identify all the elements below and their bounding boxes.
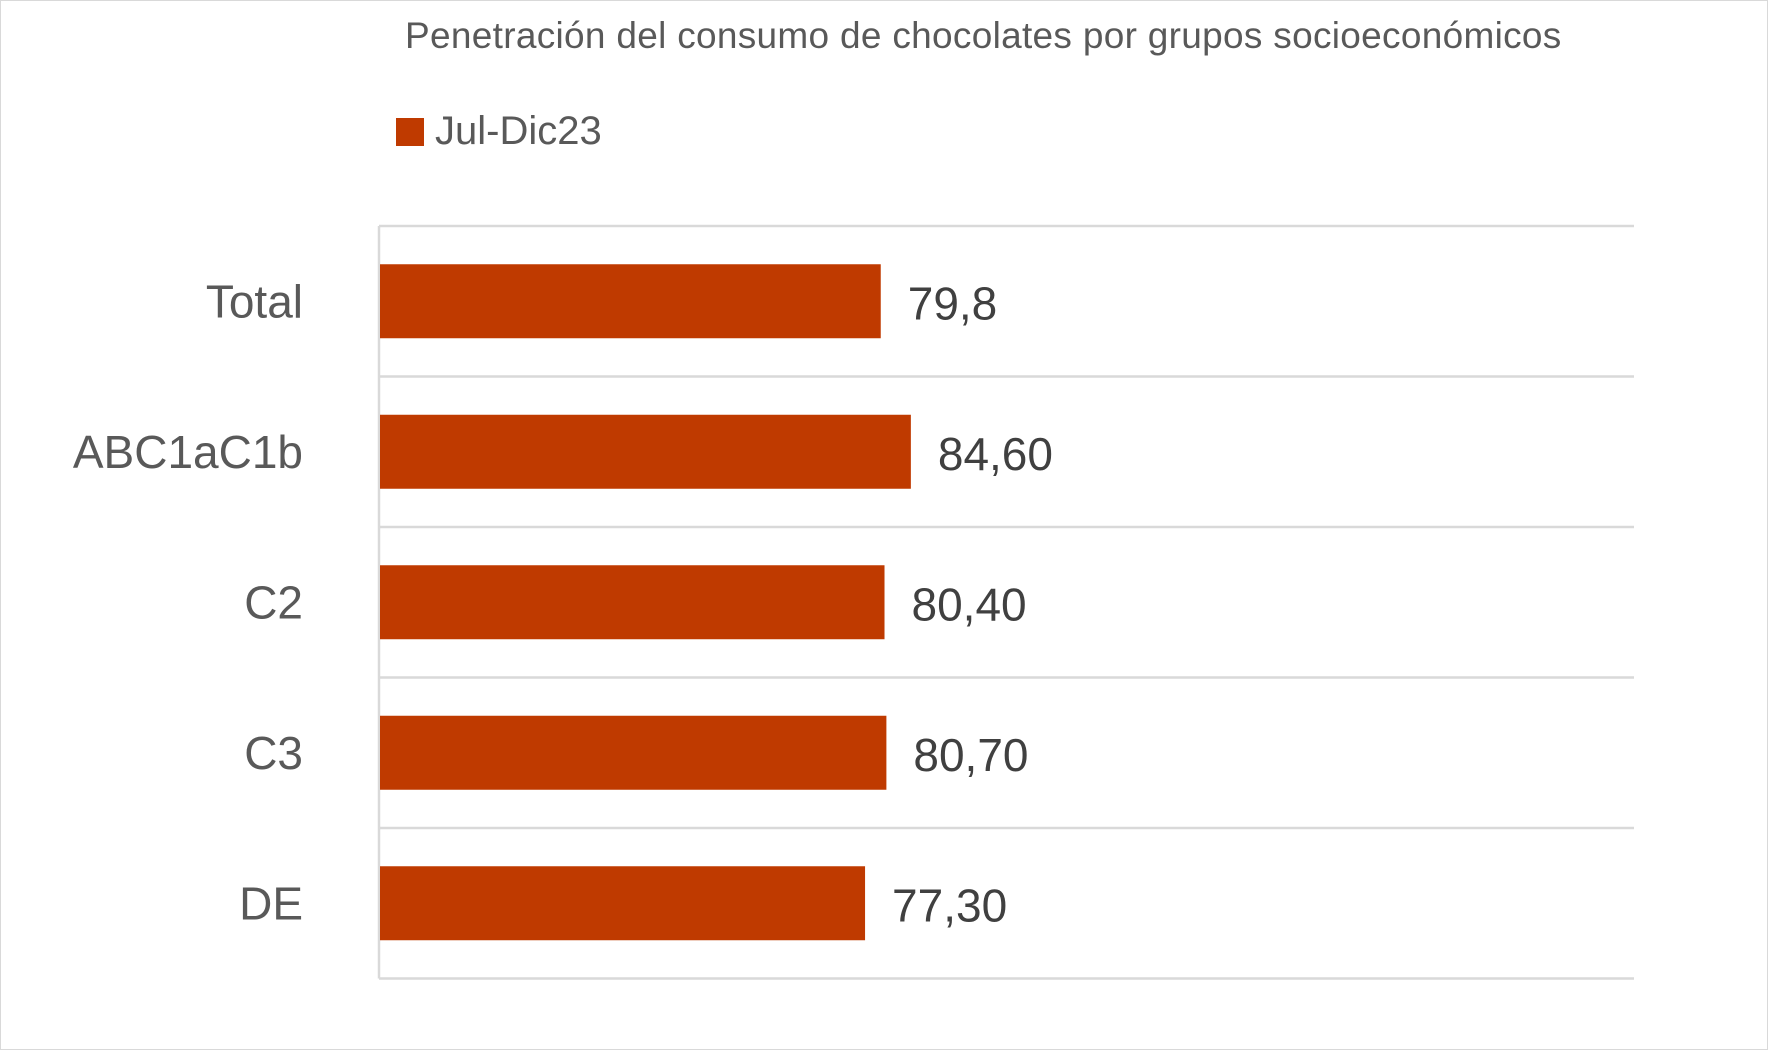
legend-label: Jul-Dic23 [435, 109, 602, 153]
category-label: C3 [244, 727, 303, 779]
category-label: C2 [244, 576, 303, 628]
category-label: DE [239, 877, 303, 929]
data-label: 77,30 [892, 879, 1007, 931]
legend: Jul-Dic23 [396, 109, 602, 154]
bar-abc1ac1b [380, 414, 911, 489]
bar-de [380, 866, 866, 941]
category-label: ABC1aC1b [73, 426, 303, 478]
legend-swatch [396, 117, 424, 146]
data-label: 80,70 [913, 729, 1028, 781]
bar-total [380, 264, 881, 339]
data-label: 80,40 [912, 578, 1027, 630]
category-label: Total [206, 275, 303, 327]
data-label: 79,8 [908, 277, 998, 329]
data-label: 84,60 [938, 428, 1053, 480]
bar-c3 [380, 715, 887, 790]
bar-c2 [380, 565, 885, 640]
chart-title: Penetración del consumo de chocolates po… [405, 15, 1562, 56]
